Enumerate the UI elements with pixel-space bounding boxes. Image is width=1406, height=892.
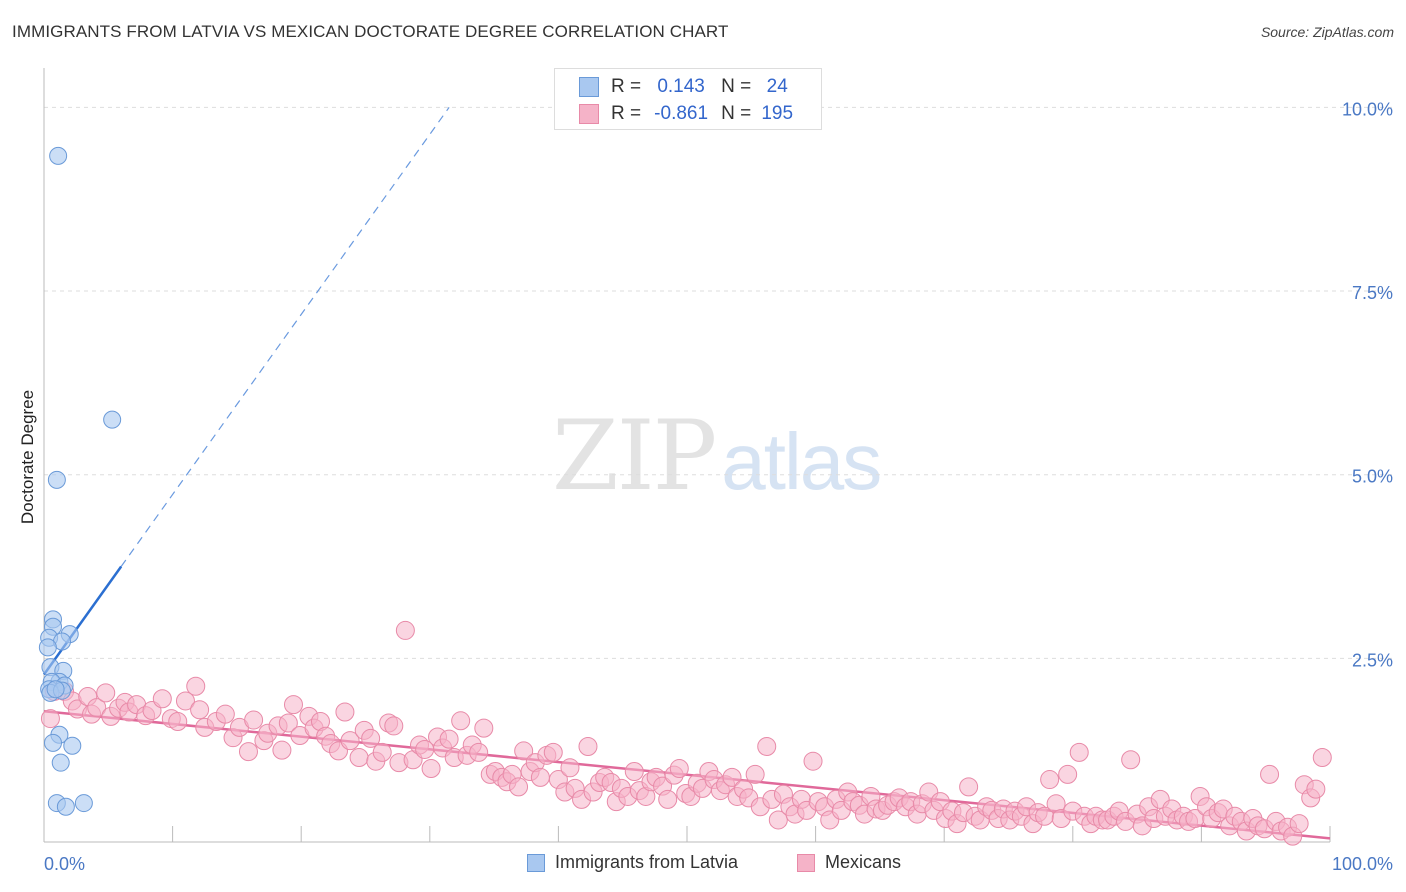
latvia-point [47, 470, 66, 489]
mexicans-point [190, 700, 210, 720]
mexicans-point [283, 695, 303, 715]
mexicans-point [244, 710, 264, 730]
latvia-point [74, 794, 93, 813]
mexicans-point [349, 748, 369, 768]
mexicans-swatch [579, 104, 599, 124]
x-tick-label-max: 100.0% [1332, 854, 1393, 874]
mexicans-point [514, 741, 534, 761]
mexicans-point [272, 740, 292, 760]
mexicans-point [1289, 814, 1309, 834]
latvia-point [44, 733, 63, 752]
legend-label-latvia: Immigrants from Latvia [555, 852, 739, 872]
mexicans-point [238, 742, 258, 762]
mexicans-point [768, 810, 788, 830]
latvia-point [56, 797, 75, 816]
mexicans-point [1058, 764, 1078, 784]
legend-item-latvia[interactable]: Immigrants from Latvia [527, 852, 738, 873]
n-label: N = [721, 103, 752, 124]
stats-row-mexicans: R = -0.861 N = 195 [579, 102, 803, 126]
latvia-swatch [579, 77, 599, 97]
r-value: 0.143 [657, 76, 705, 97]
mexicans-point [96, 683, 116, 703]
latvia-point [49, 146, 68, 165]
mexicans-point [40, 709, 60, 729]
mexicans-point [168, 712, 188, 732]
bottom-legend: Immigrants from Latvia Mexicans [0, 852, 1406, 876]
mexicans-point [340, 731, 360, 751]
mexicans-point [658, 789, 678, 809]
watermark: ZIPatlas [552, 400, 882, 512]
mexicans-point [757, 737, 777, 756]
mexicans-point [152, 689, 172, 709]
n-label: N = [721, 76, 752, 97]
legend-label-mexicans: Mexicans [825, 852, 902, 872]
mexicans-points [40, 620, 1332, 846]
mexicans-point [372, 742, 392, 762]
y-tick-label: 5.0% [1352, 467, 1393, 487]
watermark-atlas: atlas [721, 417, 882, 506]
mexicans-point [361, 728, 381, 748]
y-tick-label: 10.0% [1342, 99, 1393, 119]
legend-item-mexicans[interactable]: Mexicans [797, 852, 901, 873]
mexicans-point [669, 759, 689, 779]
mexicans-point [543, 742, 563, 762]
latvia-points [38, 146, 122, 816]
mexicans-point [421, 759, 441, 779]
watermark-zip: ZIP [552, 400, 717, 512]
mexicans-point [384, 716, 404, 736]
y-tick-label: 2.5% [1352, 650, 1393, 670]
mexicans-point [1040, 770, 1060, 790]
r-label: R = [611, 76, 642, 97]
mexicans-point [509, 777, 529, 797]
latvia-trend-extension [120, 107, 450, 567]
y-axis-label: Doctorate Degree [18, 390, 37, 524]
mexicans-point [1069, 742, 1089, 762]
mexicans-point [1260, 764, 1280, 784]
r-value: -0.861 [654, 103, 709, 124]
latvia-legend-swatch [527, 853, 545, 872]
x-tick-label-min: 0.0% [44, 854, 85, 874]
mexicans-point [959, 777, 979, 797]
mexicans-point [87, 698, 107, 718]
mexicans-point [395, 620, 415, 640]
latvia-point [63, 736, 82, 755]
mexicans-point [469, 742, 489, 762]
mexicans-legend-swatch [797, 853, 815, 872]
latvia-trend-line [42, 565, 123, 676]
n-value: 195 [761, 103, 794, 124]
mexicans-point [451, 711, 471, 731]
latvia-point [51, 753, 70, 772]
r-label: R = [611, 103, 642, 124]
mexicans-point [175, 691, 195, 711]
mexicans-point [186, 676, 206, 696]
mexicans-point [278, 713, 298, 733]
y-tick-label: 7.5% [1352, 283, 1393, 303]
mexicans-point [1312, 748, 1332, 768]
grid-lines [44, 106, 1395, 659]
latvia-point [103, 410, 122, 429]
mexicans-point [474, 718, 494, 738]
mexicans-point [1121, 750, 1141, 770]
source-label: Source: ZipAtlas.com [1260, 24, 1394, 40]
stats-row-latvia: R = 0.143 N = 24 [579, 75, 803, 99]
mexicans-point [560, 758, 580, 778]
tick-labels: 2.5% 5.0% 7.5% 10.0% 0.0% 100.0% [44, 99, 1393, 874]
mexicans-point [1306, 779, 1326, 799]
mexicans-point [439, 729, 459, 749]
mexicans-point [803, 751, 823, 771]
mexicans-point [745, 764, 765, 784]
mexicans-point [624, 761, 644, 781]
mexicans-point [578, 737, 598, 756]
mexicans-point [335, 702, 355, 722]
chart-title: IMMIGRANTS FROM LATVIA VS MEXICAN DOCTOR… [12, 22, 729, 41]
mexicans-point [530, 767, 550, 787]
latvia-point [38, 638, 57, 657]
n-value: 24 [766, 76, 788, 97]
mexicans-point [722, 767, 742, 787]
mexicans-point [215, 704, 235, 724]
stats-legend: R = 0.143 N = 24 R = -0.861 N = 195 [554, 68, 822, 130]
latvia-point [46, 680, 65, 699]
